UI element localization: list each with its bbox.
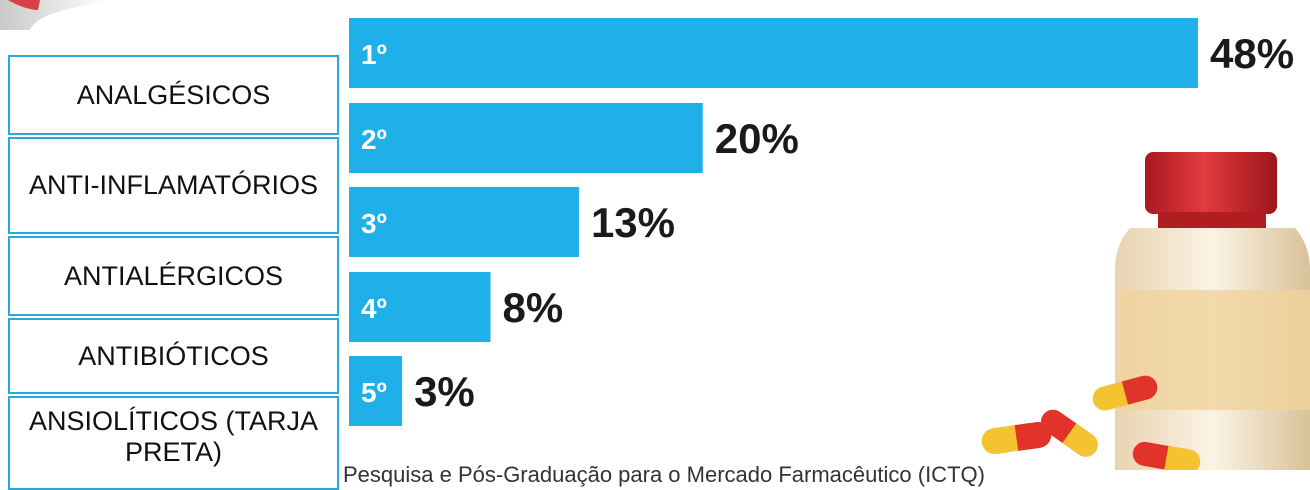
category-label: ANALGÉSICOS: [71, 80, 277, 111]
category-label: ANTI-INFLAMATÓRIOS: [23, 170, 324, 201]
category-box-ansioliticos: ANSIOLÍTICOS (TARJA PRETA): [8, 396, 339, 490]
value-label: 48%: [1210, 30, 1294, 77]
category-label: ANTIBIÓTICOS: [72, 341, 275, 372]
pill-bottle-icon: [900, 150, 1310, 470]
source-text: Pesquisa e Pós-Graduação para o Mercado …: [343, 462, 985, 488]
category-box-anti-inflamatorios: ANTI-INFLAMATÓRIOS: [8, 137, 339, 234]
bar-1: [349, 18, 1198, 88]
value-label: 8%: [503, 284, 564, 331]
category-box-analgesicos: ANALGÉSICOS: [8, 55, 339, 135]
rank-label: 4º: [361, 293, 387, 324]
category-label: ANSIOLÍTICOS (TARJA PRETA): [10, 406, 337, 468]
rank-label: 5º: [361, 377, 387, 408]
category-box-antibioticos: ANTIBIÓTICOS: [8, 318, 339, 394]
rank-label: 3º: [361, 208, 387, 239]
value-label: 3%: [414, 368, 475, 415]
rank-label: 1º: [361, 39, 387, 70]
rank-label: 2º: [361, 124, 387, 155]
category-box-antialergicos: ANTIALÉRGICOS: [8, 236, 339, 316]
bar-2: [349, 103, 703, 173]
category-label: ANTIALÉRGICOS: [58, 261, 289, 292]
value-label: 13%: [591, 199, 675, 246]
value-label: 20%: [715, 115, 799, 162]
